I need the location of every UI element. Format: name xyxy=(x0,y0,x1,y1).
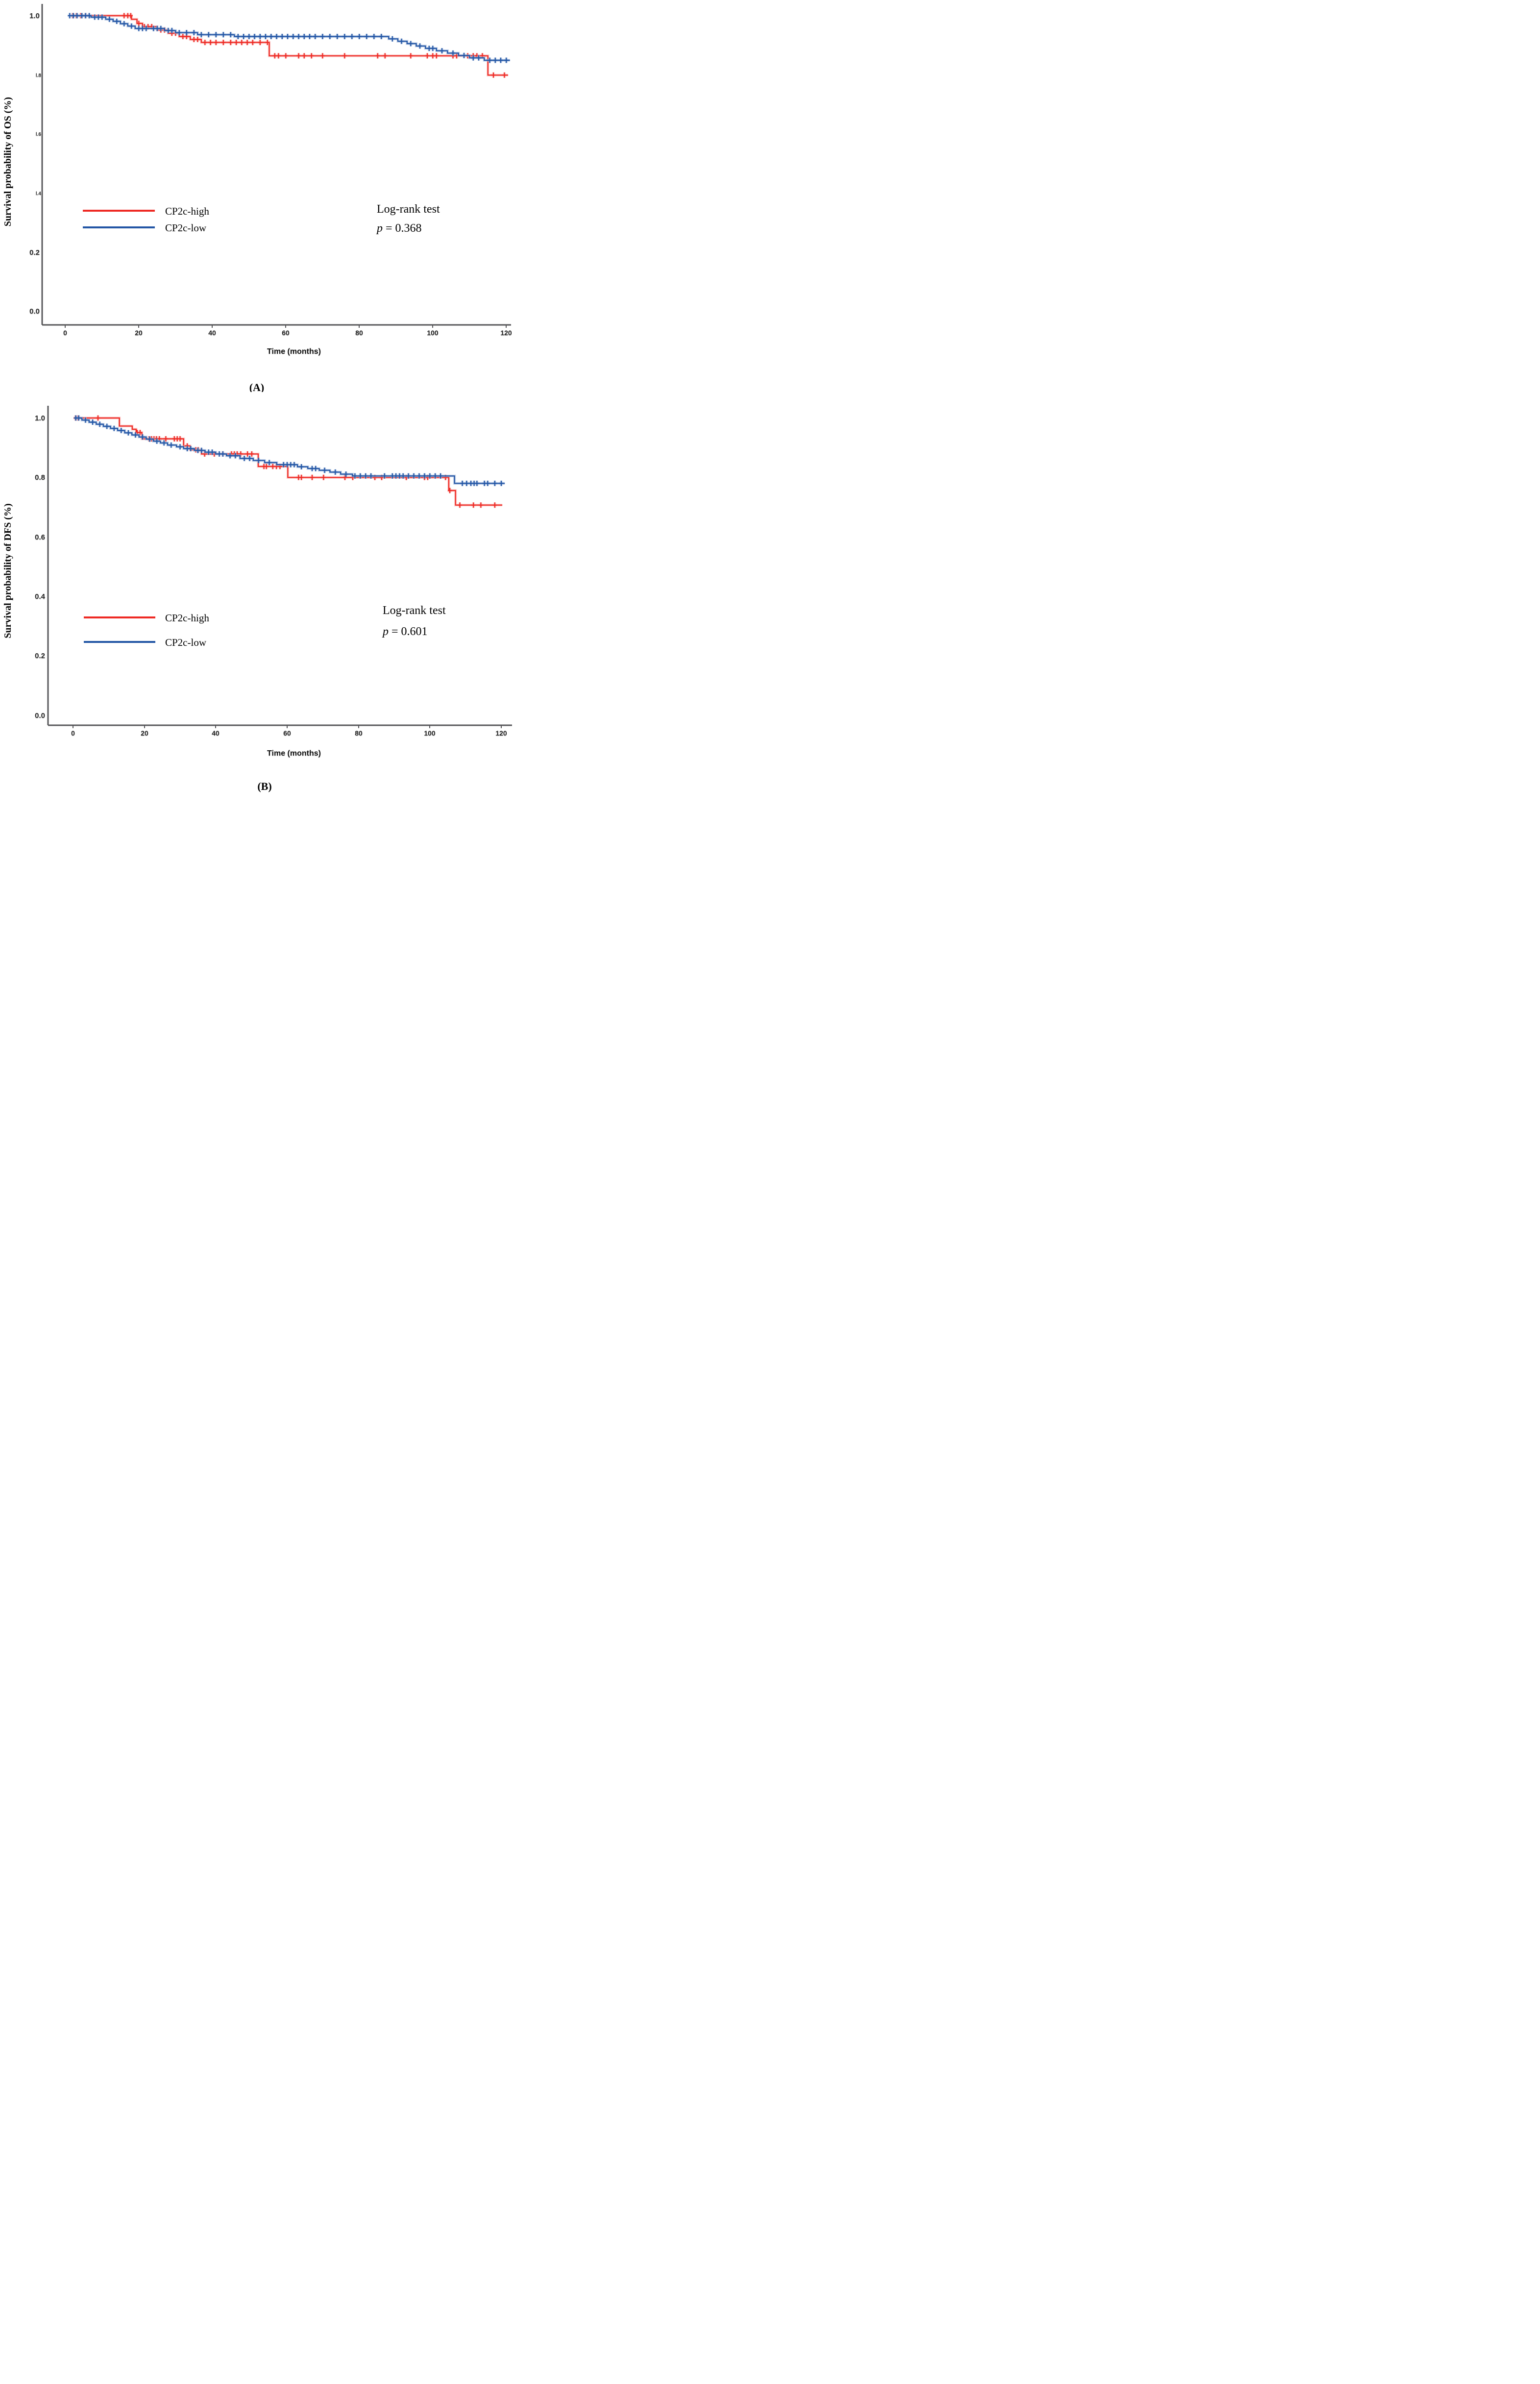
x-tick-label: 100 xyxy=(427,329,439,337)
x-tick-label: 100 xyxy=(424,729,436,737)
y-tick-label: 0.8 xyxy=(35,473,45,482)
censor-marks-cp2c-low xyxy=(73,415,503,486)
logrank-annotation-os: Log-rank test p = 0.368 xyxy=(376,203,440,235)
y-tick-label: 0.4 xyxy=(35,592,46,601)
y-tick-label: l.8 xyxy=(36,73,42,78)
p-value-text: p = 0.601 xyxy=(382,625,428,638)
x-tick-marks xyxy=(73,725,502,728)
legend-label-cp2c-low: CP2c-low xyxy=(165,222,207,234)
series-layer-dfs xyxy=(73,415,505,508)
y-tick-label: 0.0 xyxy=(35,712,45,720)
x-tick-label: 60 xyxy=(282,329,290,337)
x-tick-label: 20 xyxy=(141,729,148,737)
x-tick-labels-dfs: 0 20 40 60 80 100 120 xyxy=(71,729,507,737)
x-tick-label: 40 xyxy=(208,329,216,337)
x-tick-labels-os: 0 20 40 60 80 100 120 xyxy=(63,329,512,337)
x-tick-label: 60 xyxy=(283,729,291,737)
y-axis-title-os: Survival probability of OS (%) xyxy=(2,97,13,226)
x-tick-label: 20 xyxy=(135,329,143,337)
x-tick-label: 0 xyxy=(63,329,67,337)
x-tick-label: 0 xyxy=(71,729,75,737)
x-axis-title-dfs: Time (months) xyxy=(267,749,321,758)
y-tick-label: 1.0 xyxy=(29,12,40,20)
panel-label-a: (A) xyxy=(249,381,265,392)
x-tick-label: 80 xyxy=(355,329,363,337)
panel-dfs: 1.0 0.8 0.6 0.4 0.2 0.0 0 20 40 60 80 10… xyxy=(0,392,513,795)
panel-label-b: (B) xyxy=(257,780,271,792)
panel-os: 1.0 l.8 l.6 l.4 0.2 0.0 0 20 40 60 80 10… xyxy=(0,0,513,392)
legend-os: CP2c-high CP2c-low xyxy=(83,205,209,234)
x-axis-title-os: Time (months) xyxy=(267,347,321,356)
legend-dfs: CP2c-high CP2c-low xyxy=(84,612,209,648)
x-tick-label: 120 xyxy=(495,729,507,737)
dfs-km-chart: 1.0 0.8 0.6 0.4 0.2 0.0 0 20 40 60 80 10… xyxy=(2,406,512,792)
y-tick-label: 0.0 xyxy=(29,307,40,316)
logrank-annotation-dfs: Log-rank test p = 0.601 xyxy=(382,604,446,638)
series-layer-os xyxy=(68,13,510,78)
y-axis-title-dfs: Survival probability of DFS (%) xyxy=(2,503,13,638)
os-km-chart: 1.0 l.8 l.6 l.4 0.2 0.0 0 20 40 60 80 10… xyxy=(2,4,512,392)
legend-label-cp2c-high: CP2c-high xyxy=(165,612,209,624)
km-curve-halo-cp2c-high xyxy=(71,14,508,77)
y-tick-label: 0.2 xyxy=(29,248,40,257)
y-tick-label: 1.0 xyxy=(35,414,45,422)
x-tick-label: 80 xyxy=(355,729,363,737)
legend-label-cp2c-high: CP2c-high xyxy=(165,205,209,217)
y-tick-labels-dfs: 1.0 0.8 0.6 0.4 0.2 0.0 xyxy=(35,414,46,720)
km-figure: 1.0 l.8 l.6 l.4 0.2 0.0 0 20 40 60 80 10… xyxy=(0,0,513,795)
y-tick-label: l.4 xyxy=(36,191,42,197)
logrank-text: Log-rank test xyxy=(383,604,446,617)
y-tick-label: l.6 xyxy=(36,132,42,137)
y-tick-label: 0.6 xyxy=(35,533,45,541)
x-tick-label: 120 xyxy=(500,329,512,337)
y-tick-labels-os: 1.0 l.8 l.6 l.4 0.2 0.0 xyxy=(29,12,41,316)
x-tick-marks xyxy=(65,325,507,328)
y-tick-label: 0.2 xyxy=(35,652,45,660)
x-tick-label: 40 xyxy=(212,729,220,737)
censor-marks-cp2c-low xyxy=(68,13,509,63)
p-value-text: p = 0.368 xyxy=(376,222,422,235)
legend-label-cp2c-low: CP2c-low xyxy=(165,637,207,648)
logrank-text: Log-rank test xyxy=(377,203,440,216)
